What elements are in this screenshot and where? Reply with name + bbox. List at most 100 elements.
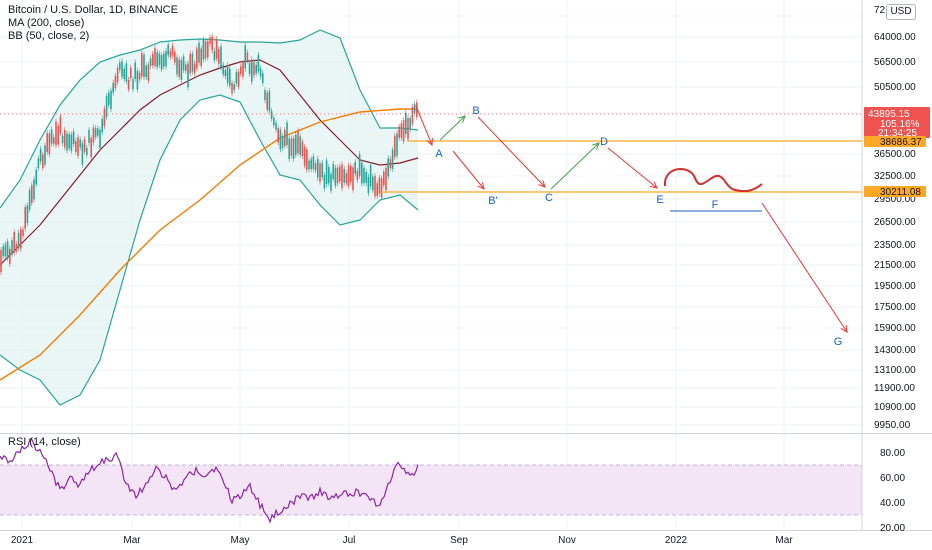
price-tick-label: 11900.00 xyxy=(874,383,915,394)
candle-body xyxy=(145,65,147,78)
candle-body xyxy=(204,41,207,59)
candle-body xyxy=(147,64,150,81)
candle-body xyxy=(22,229,24,237)
candle xyxy=(39,145,42,165)
arrow-b-to-c xyxy=(477,116,546,188)
candle-body xyxy=(290,138,293,156)
candle xyxy=(167,41,169,59)
candle-body xyxy=(191,53,194,72)
candle-body xyxy=(92,127,95,143)
candle xyxy=(99,127,101,152)
arrow-shaft xyxy=(452,150,485,190)
candle-body xyxy=(270,110,273,119)
candle xyxy=(53,134,55,147)
candle-body xyxy=(319,163,321,182)
candle-body xyxy=(246,52,249,61)
candle xyxy=(242,60,244,80)
candle xyxy=(143,51,145,81)
candle xyxy=(165,48,167,70)
arrow-head xyxy=(538,180,546,188)
time-tick-label: Jul xyxy=(343,535,356,546)
candle xyxy=(88,126,90,146)
candle-body xyxy=(336,167,339,184)
upper-level-tag xyxy=(864,136,926,147)
candle xyxy=(44,142,46,168)
candle-body xyxy=(207,41,209,58)
symbol-title[interactable]: Bitcoin / U.S. Dollar, 1D, BINANCE xyxy=(8,4,178,16)
price-tick-label: 14300.00 xyxy=(874,345,916,356)
candle-body xyxy=(405,112,407,134)
candle xyxy=(13,229,15,256)
bb-legend[interactable]: BB (50, close, 2) xyxy=(8,30,90,42)
candle-body xyxy=(66,133,68,151)
candle-body xyxy=(369,165,372,187)
candle xyxy=(198,39,200,66)
candle xyxy=(387,155,389,180)
candle-body xyxy=(48,133,51,155)
candle xyxy=(50,126,53,147)
candle-body xyxy=(196,48,198,69)
candle-body xyxy=(306,149,308,170)
candle xyxy=(306,146,308,173)
ma-legend[interactable]: MA (200, close) xyxy=(8,17,85,29)
candle-body xyxy=(171,45,174,56)
candle-body xyxy=(185,64,187,72)
candle xyxy=(365,168,367,187)
candle xyxy=(94,125,97,140)
candle xyxy=(189,50,191,77)
candle xyxy=(149,55,152,69)
candle-body xyxy=(101,118,103,133)
candle-body xyxy=(156,52,158,68)
candle xyxy=(255,61,257,77)
candle-body xyxy=(44,145,46,165)
candle-body xyxy=(262,73,264,84)
candle xyxy=(288,135,290,163)
candle xyxy=(200,45,202,70)
candle xyxy=(341,161,343,192)
candle-body xyxy=(83,139,86,152)
candle-body xyxy=(143,54,145,78)
bb-basis-line xyxy=(0,59,419,266)
candle-body xyxy=(50,129,53,144)
candle-body xyxy=(165,51,167,67)
candle-body xyxy=(380,178,383,198)
candle xyxy=(380,175,383,201)
price-tick-label: 72 xyxy=(874,5,886,16)
candle xyxy=(416,99,418,121)
rsi-legend[interactable]: RSI (14, close) xyxy=(8,436,81,448)
candle-body xyxy=(279,129,282,150)
candle xyxy=(28,186,31,213)
candle xyxy=(248,59,251,77)
candle xyxy=(325,157,328,188)
candle xyxy=(0,246,2,276)
candle xyxy=(59,113,62,137)
wave-label-3: C xyxy=(545,192,553,204)
candle-body xyxy=(114,76,117,89)
candle-body xyxy=(235,72,238,84)
candle-body xyxy=(394,135,396,158)
ma200-line xyxy=(0,108,418,381)
candle xyxy=(391,146,394,172)
candle xyxy=(312,153,315,173)
candle-body xyxy=(187,63,189,88)
currency-button[interactable]: USD xyxy=(886,4,916,20)
candle xyxy=(158,50,161,69)
candle-body xyxy=(121,61,123,77)
price-tick-label: 13100.00 xyxy=(874,365,916,376)
candle-body xyxy=(158,53,161,66)
candle xyxy=(68,131,70,152)
candle xyxy=(400,120,403,141)
candle xyxy=(284,127,286,150)
candle-body xyxy=(259,68,262,77)
price-tick-label: 17500.00 xyxy=(874,302,916,313)
arrow-d-to-e xyxy=(607,147,658,189)
candle xyxy=(15,241,18,254)
candle xyxy=(204,38,207,62)
candle-body xyxy=(325,160,328,185)
rsi-tick-label: 40.00 xyxy=(880,498,905,509)
candle-body xyxy=(125,63,128,82)
candle-body xyxy=(383,171,385,186)
candles xyxy=(0,33,418,276)
candle xyxy=(402,116,405,145)
